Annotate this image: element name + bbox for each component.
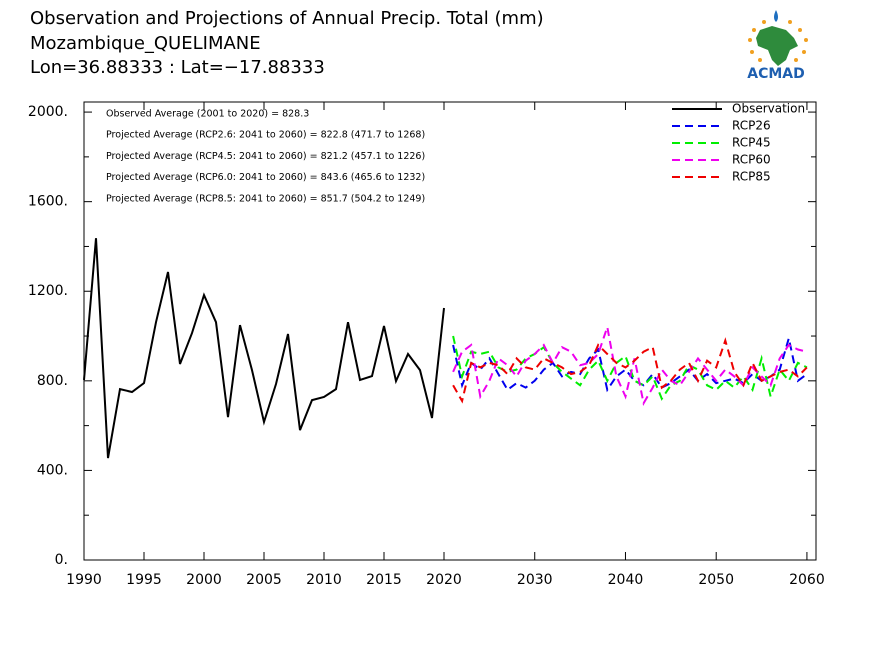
series-line	[452, 323, 808, 406]
logo: ACMAD	[747, 10, 808, 82]
logo-dots	[748, 20, 808, 62]
plot-frame	[83, 101, 817, 561]
x-tick-label: 2030	[517, 572, 553, 588]
chart-subtitle: Mozambique_QUELIMANE	[30, 33, 261, 54]
legend-label: RCP85	[732, 170, 771, 184]
series-line	[452, 337, 808, 404]
logo-africa	[756, 26, 798, 66]
legend-label: Observation	[732, 102, 805, 116]
location: Lon=36.88333 : Lat=−17.88333	[30, 57, 325, 78]
x-tick-label: 2000	[186, 572, 222, 588]
annotation: Observed Average (2001 to 2020) = 828.3	[106, 109, 309, 120]
y-tick-label: 0.	[55, 552, 68, 568]
x-tick-label: 2010	[306, 572, 342, 588]
x-tick-label: 1995	[126, 572, 162, 588]
y-tick-label: 400.	[37, 462, 68, 478]
logo-text: ACMAD	[747, 66, 805, 82]
legend-label: RCP26	[732, 119, 771, 133]
y-tick-label: 1600.	[28, 194, 68, 210]
chart-title: Observation and Projections of Annual Pr…	[30, 8, 544, 29]
series-line	[83, 238, 445, 459]
x-tick-label: 2050	[698, 572, 734, 588]
annotation: Projected Average (RCP8.5: 2041 to 2060)…	[106, 193, 425, 204]
legend-label: RCP60	[732, 153, 771, 167]
x-tick-label: 2020	[426, 572, 462, 588]
annotation: Projected Average (RCP2.6: 2041 to 2060)…	[106, 130, 425, 141]
y-tick-label: 2000.	[28, 104, 68, 120]
y-tick-label: 800.	[37, 373, 68, 389]
annotation: Projected Average (RCP6.0: 2041 to 2060)…	[106, 172, 425, 183]
x-tick-label: 1990	[66, 572, 102, 588]
x-tick-label: 2060	[789, 572, 825, 588]
y-tick-label: 1200.	[28, 283, 68, 299]
legend-label: RCP45	[732, 136, 771, 150]
x-tick-label: 2015	[366, 572, 402, 588]
annotation: Projected Average (RCP4.5: 2041 to 2060)…	[106, 151, 425, 162]
x-tick-label: 2005	[246, 572, 282, 588]
x-tick-label: 2040	[608, 572, 644, 588]
logo-drop	[774, 10, 778, 22]
